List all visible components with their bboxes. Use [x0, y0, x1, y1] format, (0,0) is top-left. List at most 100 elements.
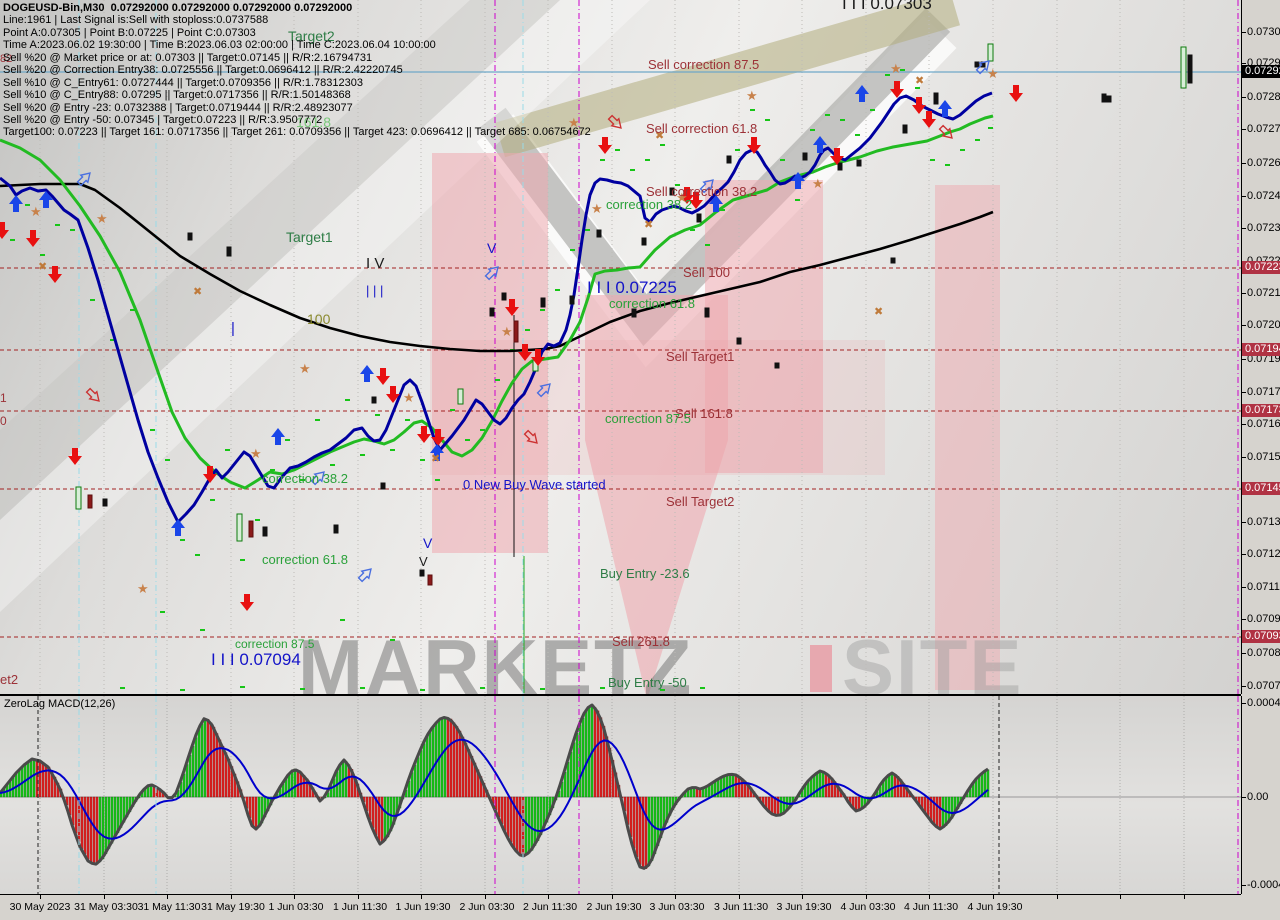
candle	[427, 574, 433, 586]
buy-arrow-icon	[791, 172, 805, 189]
axis-tick	[1242, 228, 1246, 229]
macd-histogram-bar	[89, 796, 93, 863]
macd-canvas[interactable]	[0, 696, 1241, 894]
buy-arrow-icon	[430, 444, 444, 461]
macd-histogram-bar	[251, 796, 255, 826]
macd-histogram-bar	[644, 796, 648, 869]
price-axis[interactable]: 0.073060.072950.072830.072720.072600.072…	[1241, 0, 1280, 694]
macd-histogram-bar	[446, 718, 450, 798]
macd-histogram-bar	[110, 796, 114, 844]
candle	[704, 307, 710, 318]
time-tick	[1184, 895, 1185, 899]
trend-up-arrow-icon	[536, 383, 551, 398]
trend-up-arrow-icon	[76, 172, 91, 187]
level-price-tag: 0.07145	[1242, 482, 1280, 495]
macd-histogram-bar	[938, 796, 942, 829]
macd-histogram-bar	[188, 754, 192, 798]
macd-histogram-bar	[254, 796, 258, 831]
sell-arrow-icon	[376, 368, 390, 385]
time-axis-label: 4 Jun 03:30	[840, 901, 896, 913]
sell-arrow-icon	[0, 222, 9, 239]
fast-ma-line[interactable]	[0, 91, 993, 524]
candle	[513, 320, 519, 343]
buy-arrow-icon	[360, 365, 374, 382]
axis-tick	[1242, 325, 1246, 326]
time-axis-label: 30 May 2023	[9, 901, 71, 913]
time-axis[interactable]: 30 May 2023 31 May 03:30 31 May 11:30 31 Ma…	[0, 895, 1280, 920]
x-mark-icon: ✖	[193, 286, 202, 298]
price-axis-label: 0.07248	[1247, 190, 1280, 202]
macd-indicator-panel[interactable]: ZeroLag MACD(12,26)	[0, 696, 1241, 895]
axis-tick	[1242, 554, 1246, 555]
macd-histogram-bar	[287, 774, 291, 798]
macd-histogram-bar	[854, 796, 858, 811]
macd-histogram-bar	[461, 736, 465, 798]
buy-arrow-icon	[39, 191, 53, 208]
axis-tick	[1242, 686, 1246, 687]
macd-histogram-bar	[770, 796, 774, 814]
macd-histogram-bar	[593, 707, 597, 798]
time-tick	[612, 895, 613, 899]
sell-arrow-icon	[1009, 85, 1023, 102]
star-icon: ★	[746, 88, 758, 103]
macd-value-axis[interactable]: 0.0004 0.00 -0.0004	[1241, 696, 1280, 894]
time-tick	[993, 895, 994, 899]
star-icon: ★	[591, 201, 603, 216]
macd-histogram-bar	[584, 711, 588, 798]
time-axis-label: 3 Jun 19:30	[776, 901, 832, 913]
candle	[489, 307, 495, 317]
trend-up-arrow-icon	[484, 266, 499, 281]
macd-signal-line	[0, 738, 989, 840]
axis-tick	[1242, 196, 1246, 197]
macd-histogram-bar	[884, 778, 888, 798]
x-mark-icon: ✖	[915, 75, 924, 87]
time-axis-label: 1 Jun 11:30	[332, 901, 388, 913]
axis-tick	[1242, 587, 1246, 588]
sell-arrow-icon	[747, 137, 761, 154]
time-axis-label: 31 May 19:30	[201, 901, 265, 913]
macd-histogram-bar	[443, 717, 447, 798]
x-mark-icon: ✖	[655, 130, 664, 142]
candle	[902, 124, 908, 134]
macd-histogram-bar	[431, 727, 435, 798]
price-axis-label: 0.07283	[1247, 91, 1280, 103]
sell-arrow-icon	[48, 266, 62, 283]
time-tick	[675, 895, 676, 899]
macd-histogram-bar	[41, 762, 45, 798]
time-axis-label: 2 Jun 19:30	[586, 901, 642, 913]
price-axis-label: 0.07237	[1247, 222, 1280, 234]
macd-histogram-bar	[638, 796, 642, 865]
time-axis-label: 4 Jun 19:30	[967, 901, 1023, 913]
macd-histogram-bar	[86, 796, 90, 860]
macd-histogram-bar	[209, 722, 213, 798]
macd-histogram-bar	[83, 796, 87, 855]
main-price-chart[interactable]: MARKETZ SITE ★ ★ ★ ★ ★ ★ ★ ★ ★ ★ ★ ★ ★ ★ ✖ ✖ ✖ ✖ ✖ ✖ ✖ DOGEUSD…	[0, 0, 1241, 696]
time-tick	[548, 895, 549, 899]
macd-axis-label: 0.0004	[1247, 697, 1280, 709]
trend-down-arrow-icon	[523, 429, 538, 444]
star-icon: ★	[501, 324, 513, 339]
time-axis-label: 3 Jun 03:30	[649, 901, 705, 913]
macd-main-line	[0, 703, 989, 870]
macd-histogram-bar	[422, 743, 426, 798]
macd-histogram-bar	[452, 722, 456, 798]
macd-histogram-bar	[986, 769, 990, 798]
time-tick	[167, 895, 168, 899]
macd-histogram-bar	[806, 782, 810, 798]
macd-histogram-bar	[719, 777, 723, 798]
star-icon: ★	[568, 115, 580, 130]
time-axis-label: 2 Jun 11:30	[522, 901, 578, 913]
level-price-tag: 0.07093	[1242, 630, 1280, 643]
price-axis-label: 0.07122	[1247, 548, 1280, 560]
macd-histogram-bar	[722, 776, 726, 798]
candle	[540, 297, 546, 308]
sell-arrow-icon	[912, 97, 926, 114]
macd-histogram-bar	[569, 751, 573, 798]
macd-histogram-bar	[737, 776, 741, 798]
macd-histogram-bar	[197, 728, 201, 798]
price-chart-canvas[interactable]: MARKETZ SITE ★ ★ ★ ★ ★ ★ ★ ★ ★ ★ ★ ★ ★ ★ ✖ ✖ ✖ ✖ ✖ ✖ ✖	[0, 0, 1241, 694]
watermark-logo: MARKETZ SITE	[0, 0, 1021, 694]
